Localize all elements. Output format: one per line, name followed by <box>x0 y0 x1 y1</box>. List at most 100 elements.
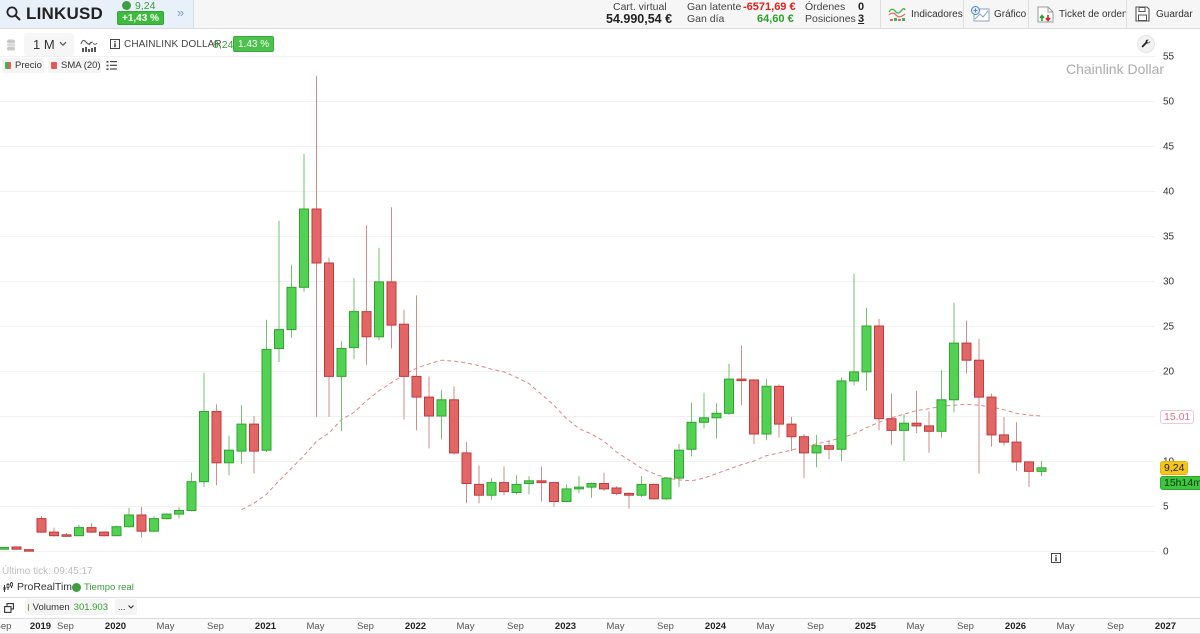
candle-down[interactable] <box>386 207 397 349</box>
candle-down[interactable] <box>986 393 997 447</box>
candle-down[interactable] <box>461 442 472 504</box>
candle-down[interactable] <box>249 416 259 474</box>
candle-up[interactable] <box>811 434 822 468</box>
chart-settings-button[interactable] <box>1137 35 1155 53</box>
chart-type-icon[interactable] <box>80 36 98 53</box>
candle-up[interactable] <box>149 515 159 533</box>
pane-divider[interactable] <box>0 597 1200 598</box>
candle-up[interactable] <box>274 220 284 362</box>
candle-up[interactable] <box>236 405 247 464</box>
candle-down[interactable] <box>499 466 509 496</box>
candle-down[interactable] <box>424 376 434 449</box>
info-icon[interactable] <box>110 39 120 49</box>
candle-down[interactable] <box>924 411 934 453</box>
candle-up[interactable] <box>186 472 197 512</box>
candle-up[interactable] <box>299 154 309 292</box>
candle-down[interactable] <box>449 386 459 455</box>
candle-down[interactable] <box>311 75 322 417</box>
candle-down[interactable] <box>411 295 422 431</box>
candle-down[interactable] <box>1011 422 1022 471</box>
candle-down[interactable] <box>211 404 222 486</box>
candle-up[interactable] <box>949 302 959 413</box>
candle-down[interactable] <box>749 379 759 444</box>
candle-up[interactable] <box>349 278 359 360</box>
candle-up[interactable] <box>861 308 872 391</box>
candle-down[interactable] <box>961 320 972 374</box>
candle-up[interactable] <box>174 506 184 519</box>
candle-down[interactable] <box>36 515 47 533</box>
candle-up[interactable] <box>261 319 272 452</box>
candle-up[interactable] <box>761 379 772 441</box>
search-icon[interactable] <box>6 6 21 21</box>
indicators-button[interactable]: Indicadores <box>880 0 963 28</box>
candle-down[interactable] <box>324 257 334 417</box>
candle-up[interactable] <box>436 389 447 440</box>
symbol-name[interactable]: LINKUSD <box>26 4 103 23</box>
candle-down[interactable] <box>61 533 72 537</box>
candle-down[interactable] <box>49 527 59 537</box>
candle-down[interactable] <box>874 318 884 431</box>
window-restore-icon[interactable] <box>4 603 14 613</box>
orders-count[interactable]: 0 <box>858 1 865 13</box>
candle-up[interactable] <box>849 273 859 386</box>
candle-down[interactable] <box>549 481 559 507</box>
positions-count-link[interactable]: 3 <box>858 13 865 25</box>
candle-down[interactable] <box>86 523 97 533</box>
candle-up[interactable] <box>0 546 9 550</box>
candle-down[interactable] <box>24 549 34 552</box>
candle-up[interactable] <box>586 482 597 498</box>
candle-up[interactable] <box>899 414 909 461</box>
candle-up[interactable] <box>686 402 697 457</box>
candle-up[interactable] <box>336 341 347 432</box>
candle-up[interactable] <box>111 525 122 537</box>
candle-down[interactable] <box>649 483 659 500</box>
candle-up[interactable] <box>524 476 534 495</box>
candle-down[interactable] <box>999 416 1009 446</box>
pane-handle-icon[interactable] <box>6 39 16 51</box>
candle-up[interactable] <box>1036 461 1047 477</box>
candle-down[interactable] <box>99 531 109 537</box>
candle-up[interactable] <box>74 524 84 537</box>
x-axis[interactable]: Sep 2019 Sep 2020 May Sep 2021 May Sep 2022 May Sep… <box>0 618 1200 634</box>
candle-down[interactable] <box>624 492 634 509</box>
list-icon[interactable] <box>106 60 118 71</box>
save-button[interactable]: Guardar <box>1126 0 1200 28</box>
candle-down[interactable] <box>611 486 622 496</box>
candle-down[interactable] <box>361 225 372 365</box>
legend-item-volume[interactable]: Volumen 301.903 <box>25 599 108 615</box>
candle-down[interactable] <box>774 384 784 438</box>
timeframe-dropdown[interactable]: 1 M <box>24 33 74 56</box>
candle-up[interactable] <box>724 363 734 416</box>
candle-down[interactable] <box>799 434 809 479</box>
candle-down[interactable] <box>536 466 547 502</box>
legend-item-price[interactable]: Precio <box>2 58 44 73</box>
candle-up[interactable] <box>574 476 584 494</box>
candle-up[interactable] <box>561 484 572 503</box>
expand-icon[interactable]: » <box>177 5 185 20</box>
order-ticket-button[interactable]: Ticket de orden <box>1028 0 1128 28</box>
candle-up[interactable] <box>286 264 297 338</box>
candle-down[interactable] <box>786 416 797 452</box>
candle-up[interactable] <box>661 477 672 500</box>
candle-up[interactable] <box>836 377 847 461</box>
candle-down[interactable] <box>974 338 984 474</box>
price-chart[interactable]: 0510152025303540455055 <box>0 29 1200 597</box>
candle-up[interactable] <box>699 392 709 429</box>
candle-up[interactable] <box>486 478 497 500</box>
candle-up[interactable] <box>224 435 234 476</box>
candle-down[interactable] <box>886 393 897 445</box>
candle-down[interactable] <box>911 390 922 434</box>
candle-down[interactable] <box>1024 461 1034 488</box>
candle-down[interactable] <box>399 309 409 420</box>
candle-down[interactable] <box>11 546 22 550</box>
volume-options-dropdown[interactable]: ... <box>115 599 137 615</box>
candle-up[interactable] <box>936 370 947 438</box>
candle-up[interactable] <box>374 247 384 341</box>
chart-button[interactable]: Gráfico <box>963 0 1028 28</box>
candle-up[interactable] <box>711 403 722 439</box>
candle-down[interactable] <box>824 440 834 460</box>
candle-down[interactable] <box>474 465 484 504</box>
candle-up[interactable] <box>161 513 172 520</box>
candle-up[interactable] <box>199 372 209 488</box>
legend-item-sma[interactable]: SMA (20) <box>48 58 101 73</box>
